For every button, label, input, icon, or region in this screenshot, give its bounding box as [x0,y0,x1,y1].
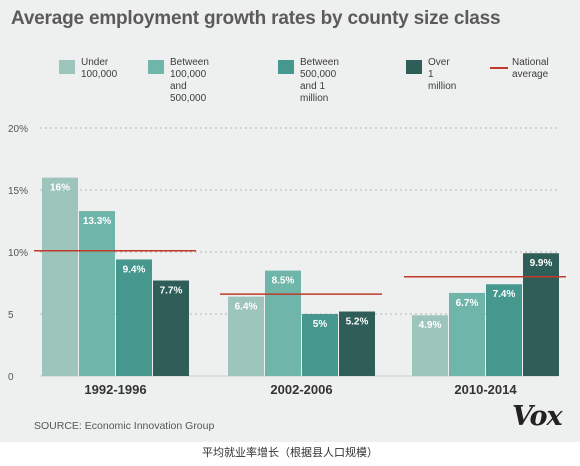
bar-value-label: 7.7% [160,286,183,297]
bar-chart: 0 5 10% 15% 20% 16% 6.4% 4.9% 13.3% 8.5% 6.7% 9.4% 5… [8,124,566,397]
bar [153,280,189,376]
y-tick-label: 5 [8,310,14,321]
bar [79,211,115,376]
bar [265,270,301,376]
bar [412,315,448,376]
chart-card: Average employment growth rates by count… [0,0,580,442]
vox-logo: Vox [512,401,563,432]
y-tick-label: 20% [8,124,28,135]
bar-value-label: 9.4% [123,264,146,275]
image-caption: 平均就业率增长（根据县人口规模） [202,446,378,459]
legend-label: Over 1 million [428,57,457,92]
y-tick-label: 15% [8,186,28,197]
legend-label: Between 500,000 and 1 million [300,57,339,104]
bar [42,177,78,376]
y-tick-label: 10% [8,248,28,259]
bar-value-label: 4.9% [419,320,442,331]
bar [523,253,559,376]
legend-label: Between 100,000 and 500,000 [170,57,209,104]
chart-title: Average employment growth rates by count… [11,8,501,29]
x-category-label: 1992-1996 [84,382,146,397]
bar-value-label: 6.4% [235,302,258,313]
x-category-label: 2010-2014 [454,382,517,397]
bar [302,314,338,376]
bar-value-label: 8.5% [272,276,295,287]
x-category-label: 2002-2006 [270,382,332,397]
bar-value-label: 16% [50,183,70,194]
bar-value-label: 7.4% [493,289,516,300]
bar [486,284,522,376]
source-note: SOURCE: Economic Innovation Group [34,420,215,432]
y-tick-label: 0 [8,372,14,383]
bar [228,296,264,376]
legend-swatch [278,60,294,74]
legend-label: Under 100,000 [81,57,118,80]
bar-value-label: 13.3% [83,216,111,227]
bar-value-label: 5% [313,319,328,330]
bar-value-label: 5.2% [346,317,369,328]
legend-line [490,67,508,69]
legend-label: National average [512,57,549,80]
bar-value-label: 9.9% [530,258,553,269]
legend-swatch [59,60,75,74]
bar [116,259,152,376]
bar-value-label: 6.7% [456,298,479,309]
bar [339,311,375,376]
legend-swatch [406,60,422,74]
legend-swatch [148,60,164,74]
bar [449,292,485,376]
